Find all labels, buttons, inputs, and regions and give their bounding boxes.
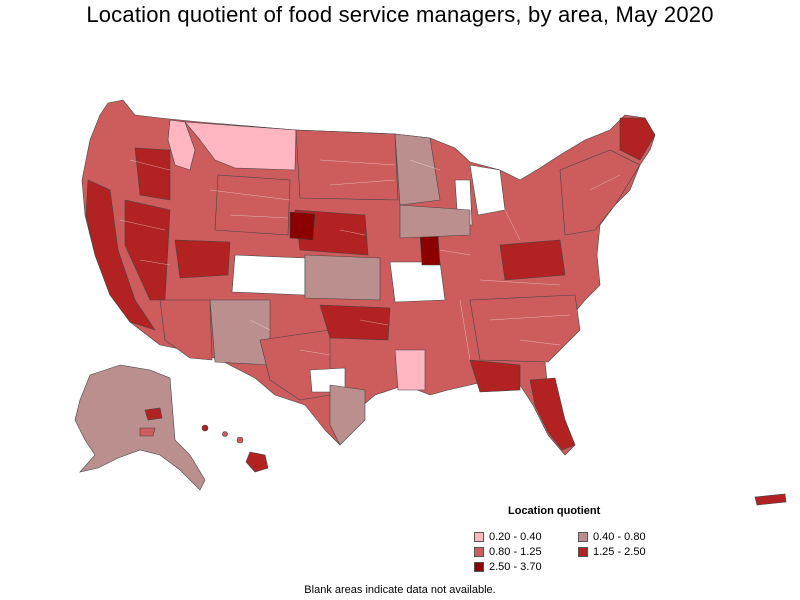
legend-label: 2.50 - 3.70 — [489, 561, 542, 573]
conus-map — [81, 99, 656, 456]
alaska-south-region — [144, 407, 163, 421]
north-plains-region — [295, 129, 399, 201]
map-legend: Location quotient 0.20 - 0.40 0.40 - 0.8… — [470, 505, 690, 577]
oklahoma-region — [319, 304, 391, 341]
footnote: Blank areas indicate data not available. — [304, 584, 496, 596]
hawaii-island-2 — [222, 431, 228, 437]
southeast-region — [469, 294, 581, 363]
legend-item-2: 0.80 - 1.25 — [474, 546, 542, 558]
legend-title: Location quotient — [508, 505, 601, 517]
northeast-region — [559, 149, 641, 236]
upper-midwest-region — [399, 204, 471, 239]
legend-label: 0.20 - 0.40 — [489, 531, 542, 543]
arizona-region — [159, 299, 213, 361]
alaska-southeast-region — [139, 427, 156, 437]
legend-label: 0.40 - 0.80 — [593, 531, 646, 543]
hawaii-island-1 — [201, 424, 209, 432]
idaho-north-region — [167, 119, 196, 171]
california-coast-region — [85, 179, 156, 331]
alaska-region — [74, 364, 206, 491]
hawaii-island-3 — [236, 436, 244, 444]
legend-item-0: 0.20 - 0.40 — [474, 531, 542, 543]
legend-item-3: 1.25 - 2.50 — [578, 546, 646, 558]
legend-swatch — [578, 532, 588, 542]
wyoming-region — [214, 174, 291, 236]
missouri-blank-region — [389, 261, 446, 303]
colorado-blank-region — [231, 254, 306, 296]
kansas-region — [304, 254, 381, 301]
county-line — [119, 159, 621, 361]
legend-swatch — [474, 547, 484, 557]
legend-swatch — [474, 532, 484, 542]
nevada-region — [124, 199, 171, 301]
alaska — [74, 364, 206, 491]
legend-item-1: 0.40 - 0.80 — [578, 531, 646, 543]
appalachia-region — [499, 239, 566, 281]
florida-region — [529, 377, 576, 451]
legend-item-4: 2.50 - 3.70 — [474, 561, 542, 573]
legend-swatch — [474, 562, 484, 572]
hawaii — [201, 424, 269, 473]
texas-gulf-region — [329, 384, 366, 446]
nebraska-hot-region — [289, 211, 316, 241]
legend-swatch — [578, 547, 588, 557]
minnesota-region — [394, 133, 441, 206]
map-title: Location quotient of food service manage… — [86, 2, 714, 27]
legend-label: 0.80 - 1.25 — [489, 546, 542, 558]
puerto-rico-region — [754, 493, 787, 506]
county-borders — [119, 159, 621, 361]
maine-region — [619, 117, 656, 161]
gulf-coast-region — [469, 359, 521, 393]
legend-label: 1.25 - 2.50 — [593, 546, 646, 558]
mississippi-region — [394, 349, 426, 391]
hawaii-big-island — [245, 451, 269, 473]
new-mexico-region — [209, 299, 271, 366]
oregon-east-region — [134, 147, 171, 201]
utah-region — [174, 239, 231, 279]
illinois-hot-region — [419, 234, 441, 266]
puerto-rico — [754, 493, 787, 506]
